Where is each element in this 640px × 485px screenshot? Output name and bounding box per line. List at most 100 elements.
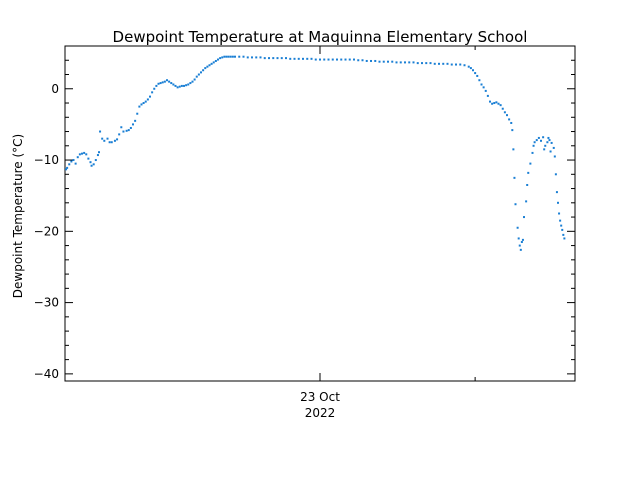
data-point bbox=[404, 61, 406, 64]
data-point bbox=[535, 139, 538, 142]
data-point bbox=[206, 65, 209, 68]
data-point bbox=[548, 139, 551, 142]
data-point bbox=[425, 62, 428, 65]
data-point bbox=[557, 201, 559, 204]
data-point bbox=[285, 57, 287, 60]
data-point bbox=[559, 219, 562, 222]
data-point bbox=[555, 191, 558, 194]
data-point bbox=[217, 58, 219, 61]
data-point bbox=[159, 82, 162, 85]
data-point bbox=[65, 168, 68, 171]
data-point bbox=[272, 57, 275, 60]
data-point bbox=[76, 156, 79, 159]
data-point bbox=[191, 80, 194, 83]
data-point bbox=[183, 84, 185, 87]
data-point bbox=[89, 161, 92, 164]
data-point bbox=[259, 56, 262, 59]
data-point bbox=[98, 151, 100, 154]
data-point bbox=[518, 244, 521, 247]
data-point bbox=[255, 56, 258, 59]
data-point bbox=[319, 58, 321, 61]
data-point bbox=[96, 154, 99, 157]
data-point bbox=[219, 57, 222, 60]
data-point bbox=[138, 105, 141, 108]
data-point bbox=[486, 94, 489, 97]
data-point bbox=[238, 55, 241, 58]
data-point bbox=[146, 98, 149, 101]
data-point bbox=[101, 137, 104, 140]
data-point bbox=[122, 130, 125, 133]
data-point bbox=[433, 62, 436, 65]
data-point bbox=[155, 84, 158, 87]
data-point bbox=[214, 59, 217, 62]
data-point bbox=[450, 63, 453, 66]
x-tick-label-date: 23 Oct bbox=[300, 390, 340, 404]
data-point bbox=[70, 160, 73, 163]
data-point bbox=[170, 82, 173, 85]
data-point bbox=[118, 133, 121, 136]
data-point bbox=[549, 150, 552, 153]
data-point bbox=[229, 55, 232, 58]
data-point bbox=[540, 139, 542, 142]
data-point bbox=[153, 87, 156, 90]
data-point bbox=[532, 144, 535, 147]
data-point bbox=[562, 233, 565, 236]
data-point bbox=[178, 85, 181, 88]
data-point bbox=[200, 71, 202, 74]
data-point bbox=[527, 171, 530, 174]
data-point bbox=[503, 111, 506, 114]
data-point bbox=[72, 159, 75, 162]
x-tick-label-year: 2022 bbox=[305, 406, 336, 420]
data-point bbox=[519, 248, 522, 251]
data-point bbox=[382, 60, 385, 63]
data-point bbox=[547, 136, 550, 139]
data-point bbox=[246, 56, 249, 59]
data-point bbox=[499, 104, 502, 107]
data-point bbox=[514, 203, 517, 206]
data-point bbox=[508, 118, 511, 121]
data-point bbox=[506, 114, 508, 117]
data-point bbox=[446, 62, 449, 65]
data-point bbox=[395, 61, 398, 64]
y-tick-label: −10 bbox=[34, 153, 59, 167]
data-point bbox=[370, 59, 372, 62]
data-point bbox=[497, 102, 500, 105]
y-axis-label: Dewpoint Temperature (°C) bbox=[11, 134, 25, 298]
data-point bbox=[314, 58, 317, 61]
data-point bbox=[302, 57, 304, 60]
data-point bbox=[553, 155, 556, 158]
data-point bbox=[544, 144, 547, 147]
data-point bbox=[87, 157, 90, 160]
data-point bbox=[529, 162, 532, 165]
y-tick-label: −40 bbox=[34, 367, 59, 381]
data-point bbox=[495, 101, 498, 104]
data-point bbox=[132, 123, 134, 126]
data-point bbox=[202, 69, 205, 72]
x-axis-ticks: 23 Oct 2022 bbox=[64, 46, 576, 420]
data-point bbox=[512, 148, 515, 151]
data-point bbox=[306, 57, 309, 60]
y-tick-label: −20 bbox=[34, 224, 59, 238]
data-point bbox=[467, 65, 470, 68]
data-point bbox=[120, 126, 123, 129]
data-point bbox=[94, 159, 97, 162]
data-point bbox=[560, 224, 563, 227]
data-point bbox=[474, 72, 477, 75]
data-point bbox=[348, 58, 351, 61]
data-point bbox=[90, 164, 93, 167]
data-point bbox=[113, 139, 116, 142]
data-point bbox=[546, 141, 549, 144]
data-point bbox=[554, 173, 557, 176]
data-point bbox=[99, 130, 102, 133]
data-point bbox=[353, 58, 355, 61]
data-point bbox=[493, 102, 496, 105]
data-point bbox=[161, 81, 164, 84]
data-point bbox=[561, 228, 564, 231]
data-point bbox=[374, 59, 377, 62]
data-point bbox=[231, 55, 234, 58]
data-point bbox=[310, 57, 313, 60]
data-point bbox=[542, 136, 545, 139]
data-point bbox=[336, 58, 338, 61]
data-point bbox=[149, 95, 151, 98]
data-point bbox=[210, 62, 213, 65]
